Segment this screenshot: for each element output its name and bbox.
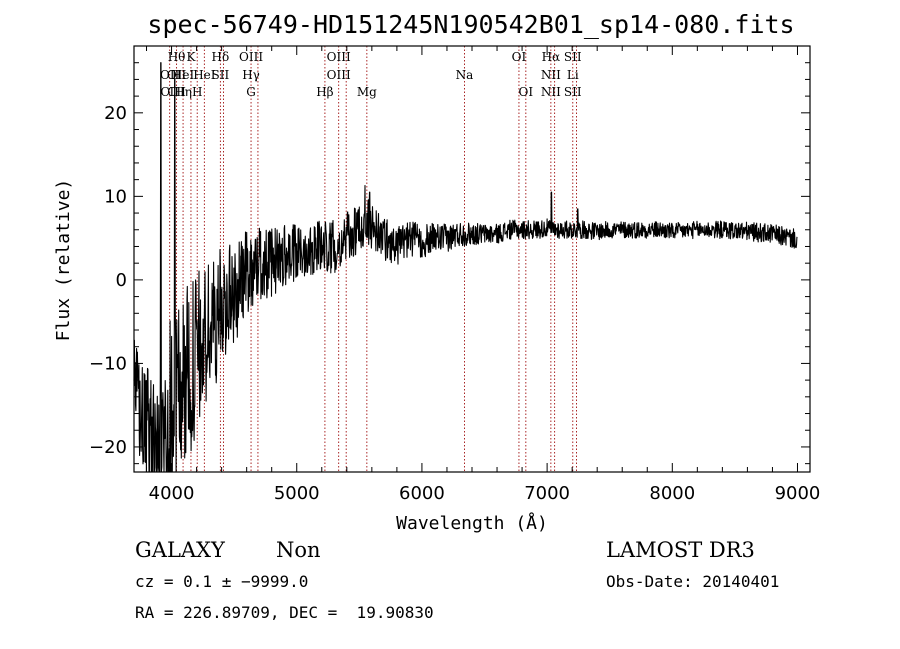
redshift-text: cz = 0.1 ± −9999.0 — [135, 572, 309, 591]
spectral-line-label: Hη — [174, 85, 192, 99]
spectral-line-label: OII — [167, 68, 187, 82]
spectral-line-label: Hθ — [168, 50, 186, 64]
y-tick-label: 10 — [104, 186, 127, 207]
spectrum-line — [133, 62, 798, 473]
spectral-line-label: Hα — [542, 50, 561, 64]
spectrum-series-group — [133, 62, 798, 473]
spectral-line-label: HeI — [193, 68, 216, 82]
spectral-line-label: OIII — [327, 50, 351, 64]
spectral-line-label: SII — [212, 68, 230, 82]
spectral-line-label: SII — [564, 50, 582, 64]
spectral-line-label: OIII — [239, 50, 263, 64]
coordinates-text: RA = 226.89709, DEC = 19.90830 — [135, 603, 434, 622]
spectral-line-label: Hδ — [212, 50, 230, 64]
chart-title: spec-56749-HD151245N190542B01_sp14-080.f… — [147, 10, 794, 39]
y-tick-label: −20 — [89, 437, 127, 458]
spectral-line-label: OII — [160, 68, 180, 82]
spectral-line-label: SII — [564, 85, 582, 99]
spectral-line-label: Mg — [357, 85, 377, 99]
spectral-line-label: K — [186, 50, 196, 64]
spectral-line-label: NII — [541, 85, 561, 99]
spectral-line-label: HeI — [172, 68, 195, 82]
spectral-line-markers — [169, 46, 577, 472]
spectral-line-label: H — [192, 85, 202, 99]
spectral-line-label: NII — [541, 68, 561, 82]
y-axis-ticks: −20 −10 0 10 20 — [89, 62, 810, 465]
object-subclass-label: Non — [276, 538, 321, 562]
y-tick-label: 0 — [116, 270, 127, 291]
spectral-line-label: CII — [167, 85, 186, 99]
x-axis-ticks: 4000 5000 6000 7000 8000 9000 — [146, 46, 821, 504]
spectral-line-label: OI — [519, 85, 534, 99]
x-tick-label: 6000 — [399, 483, 445, 504]
x-axis-label: Wavelength (Å) — [396, 512, 548, 534]
y-axis-label: Flux (relative) — [53, 179, 74, 342]
y-tick-label: −10 — [89, 353, 127, 374]
x-tick-label: 4000 — [149, 483, 195, 504]
x-tick-label: 9000 — [775, 483, 821, 504]
spectral-line-label: OI — [512, 50, 527, 64]
spectral-line-label: G — [246, 85, 256, 99]
spectral-line-label: OIII — [327, 68, 351, 82]
object-class-label: GALAXY — [135, 538, 225, 562]
y-tick-label: 20 — [104, 103, 127, 124]
spectral-line-label: Hβ — [316, 85, 333, 99]
spectral-line-label: Li — [567, 68, 579, 82]
obs-date-text: Obs-Date: 20140401 — [606, 572, 780, 591]
x-tick-label: 8000 — [649, 483, 695, 504]
spectral-line-label: Na — [456, 68, 474, 82]
x-tick-label: 5000 — [274, 483, 320, 504]
spectral-line-label: Hγ — [242, 68, 260, 82]
survey-label: LAMOST DR3 — [606, 538, 755, 562]
x-tick-label: 7000 — [524, 483, 570, 504]
